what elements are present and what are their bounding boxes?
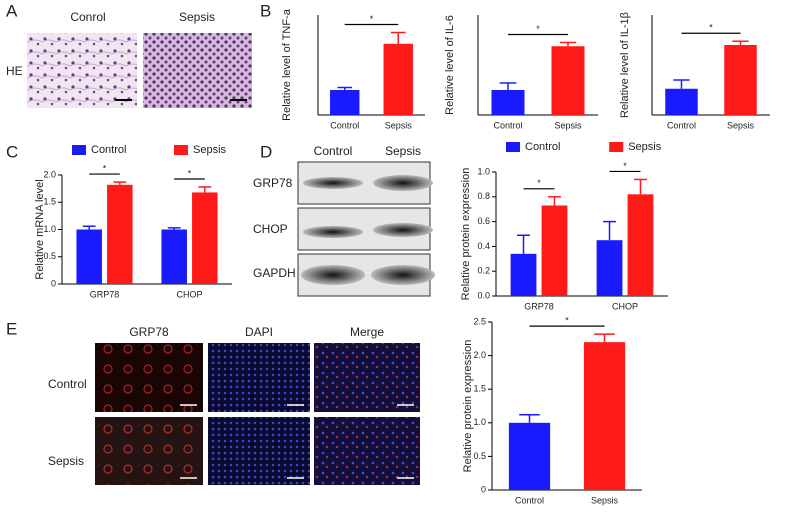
bar: [510, 253, 537, 296]
x-tick-label: Sepsis: [385, 120, 413, 130]
row-label: Control: [48, 377, 87, 391]
legend-swatch: [72, 145, 86, 155]
panel-label: C: [6, 142, 18, 161]
x-tick-label: Control: [330, 120, 359, 130]
y-tick-label: 1.0: [473, 417, 486, 427]
y-axis-label: Relative level of IL-6: [444, 15, 456, 115]
significance-label: *: [370, 14, 374, 24]
column-label: GRP78: [129, 325, 169, 339]
significance-label: *: [103, 163, 107, 173]
y-tick-label: 2.0: [43, 169, 56, 179]
legend-swatch: [506, 142, 520, 152]
significance-label: *: [565, 315, 569, 325]
bar: [491, 90, 525, 115]
x-tick-label: Sepsis: [591, 495, 619, 505]
significance-label: *: [623, 161, 627, 171]
significance-label: *: [709, 23, 713, 33]
legend-label: Sepsis: [628, 141, 662, 153]
bar: [107, 184, 133, 284]
legend-swatch: [174, 145, 188, 155]
y-axis-label: Relative protein expression: [460, 168, 472, 301]
x-tick-label: Control: [667, 120, 696, 130]
x-tick-label: Control: [493, 120, 522, 130]
y-axis-label: Relative protein expression: [462, 340, 474, 473]
x-tick-label: Sepsis: [727, 120, 755, 130]
y-tick-label: 1.5: [473, 384, 486, 394]
bar: [541, 205, 568, 296]
legend-swatch: [609, 142, 624, 152]
y-tick-label: 1.5: [43, 197, 56, 207]
bar: [665, 88, 698, 115]
y-tick-label: 0.6: [477, 216, 490, 226]
panel-label: E: [6, 319, 17, 338]
column-label: Control: [314, 144, 353, 158]
row-label: Sepsis: [48, 454, 84, 468]
histology-image: [143, 33, 252, 108]
x-tick-label: GRP78: [524, 301, 554, 311]
bar: [724, 45, 757, 115]
bar: [627, 194, 654, 296]
column-label: Sepsis: [385, 144, 421, 158]
x-tick-label: GRP78: [90, 289, 120, 299]
row-label: HE: [6, 64, 23, 78]
panel-label: D: [260, 142, 272, 161]
y-tick-label: 0: [51, 278, 56, 288]
bar: [596, 240, 623, 296]
y-tick-label: 0.5: [473, 451, 486, 461]
bar: [330, 90, 360, 115]
significance-label: *: [537, 178, 541, 188]
row-label: GAPDH: [253, 266, 296, 280]
panel-label: B: [260, 1, 271, 20]
legend-label: Control: [525, 141, 560, 153]
y-tick-label: 0.2: [477, 266, 490, 276]
y-tick-label: 2.5: [473, 316, 486, 326]
y-tick-label: 2.0: [473, 350, 486, 360]
column-label: Sepsis: [179, 10, 215, 24]
y-tick-label: 0.0: [477, 290, 490, 300]
bar: [192, 192, 218, 284]
x-tick-label: Control: [515, 495, 544, 505]
row-label: GRP78: [253, 176, 293, 190]
column-label: DAPI: [245, 325, 273, 339]
histology-image: [27, 33, 137, 108]
y-tick-label: 1.0: [477, 166, 490, 176]
bar: [76, 229, 102, 284]
x-tick-label: CHOP: [176, 289, 202, 299]
bar: [551, 46, 585, 115]
row-label: CHOP: [253, 222, 288, 236]
y-axis-label: Relative level of TNF-a: [281, 8, 293, 121]
x-tick-label: CHOP: [612, 301, 638, 311]
panel-label: A: [6, 1, 18, 20]
column-label: Conrol: [70, 10, 105, 24]
bar: [508, 422, 551, 490]
if-images: [95, 343, 420, 485]
column-label: Merge: [350, 325, 384, 339]
bar: [161, 229, 187, 284]
y-tick-label: 0.8: [477, 191, 490, 201]
x-tick-label: Sepsis: [554, 120, 582, 130]
y-tick-label: 0.5: [43, 251, 56, 261]
legend-label: Control: [91, 144, 126, 156]
bar: [383, 43, 413, 115]
y-axis-label: Relative mRNA level: [34, 179, 46, 279]
significance-label: *: [188, 168, 192, 178]
legend-label: Sepsis: [193, 144, 227, 156]
y-axis-label: Relative level of IL-1β: [619, 12, 631, 118]
y-tick-label: 0.4: [477, 241, 490, 251]
y-tick-label: 0: [481, 484, 486, 494]
y-tick-label: 1.0: [43, 224, 56, 234]
significance-label: *: [536, 24, 540, 34]
blot: [297, 161, 435, 297]
bar: [583, 342, 626, 490]
